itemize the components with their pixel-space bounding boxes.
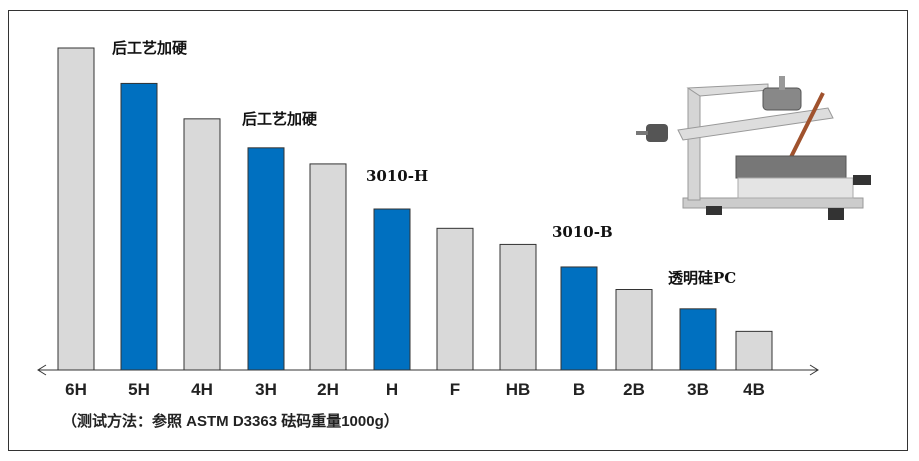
test-method-note: （测试方法：参照 ASTM D3363 砝码重量1000g） [62,413,399,430]
tick-label-6H: 6H [65,380,87,399]
left-arrow-icon [37,364,47,376]
bar-3B [679,308,717,371]
tick-label-HB: HB [506,380,531,399]
annotation-1: 后工艺加硬 [242,110,318,128]
annotation-0: 后工艺加硬 [112,39,188,57]
pencil-hardness-tester-icon [636,76,871,220]
tick-label-2H: 2H [317,380,339,399]
bar-2B [615,289,653,371]
tick-label-4B: 4B [743,380,765,399]
bar-4B [735,330,773,371]
bar-6H [57,47,95,371]
tick-label-4H: 4H [191,380,213,399]
tick-label-B: B [573,380,585,399]
annotation-2: 3010-H [366,167,428,185]
tick-label-3B: 3B [687,380,709,399]
tick-label-3H: 3H [255,380,277,399]
bar-H [373,208,411,371]
tick-label-F: F [450,380,460,399]
bar-5H [120,82,158,371]
tick-label-2B: 2B [623,380,645,399]
annotation-4: 透明硅PC [668,269,736,287]
bar-4H [183,118,221,371]
chart-frame [8,10,908,451]
tick-label-H: H [386,380,398,399]
bar-F [436,227,474,371]
bar-3H [247,147,285,371]
right-arrow-icon [809,364,819,376]
bar-B [560,266,598,371]
bar-HB [499,243,537,371]
tick-label-5H: 5H [128,380,150,399]
bar-2H [309,163,347,371]
annotation-3: 3010-B [552,223,613,241]
